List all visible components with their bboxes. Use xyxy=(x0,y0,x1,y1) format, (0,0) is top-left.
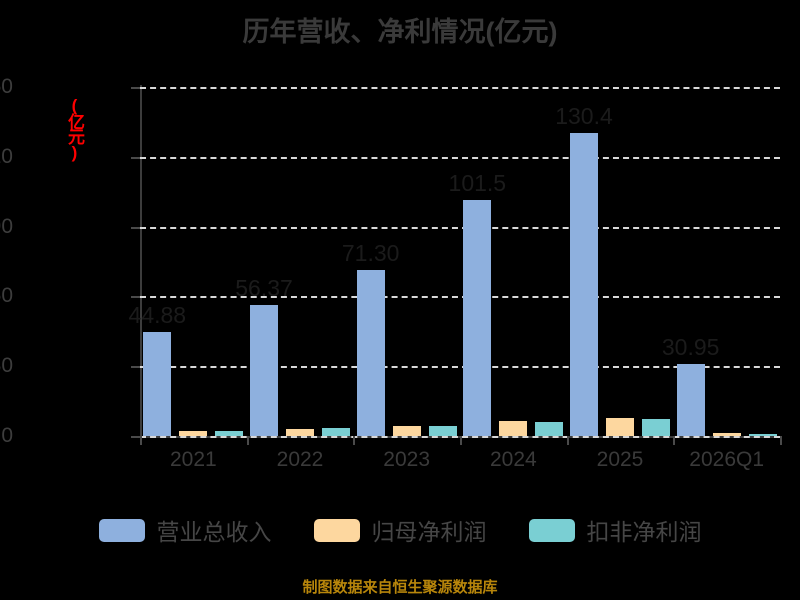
y-axis-tick-mark xyxy=(131,87,140,89)
footer-source-note: 制图数据来自恒生聚源数据库 xyxy=(302,579,498,596)
bar-2025-0[interactable] xyxy=(570,132,598,436)
gridline xyxy=(140,366,780,369)
y-axis-tick-label: 0 xyxy=(1,424,13,447)
y-axis-tick-label: 30 xyxy=(0,354,13,378)
bar-2023-0[interactable] xyxy=(356,270,385,436)
bar-2026Q1-1[interactable] xyxy=(712,433,741,436)
x-axis-tick-label: 2022 xyxy=(276,448,324,471)
bar-2024-0[interactable] xyxy=(463,199,492,436)
legend-label: 归母净利润 xyxy=(371,519,487,545)
y-axis-tick-label: 150 xyxy=(0,75,13,98)
legend-label: 营业总收入 xyxy=(156,519,272,545)
chart-legend: 营业总收入 归母净利润 扣非净利润 xyxy=(0,513,800,547)
legend-swatch-icon xyxy=(313,518,360,542)
x-axis-tick-mark xyxy=(566,436,569,445)
y-axis-tick-mark xyxy=(131,226,140,229)
gridline xyxy=(140,226,780,229)
bar-2022-0[interactable] xyxy=(250,304,278,436)
legend-label: 扣非净利润 xyxy=(586,519,702,545)
bar-2021-1[interactable] xyxy=(179,430,208,436)
bar-2026Q1-0[interactable] xyxy=(676,364,705,436)
bar-value-label: 71.30 xyxy=(341,240,400,267)
bar-2025-2[interactable] xyxy=(642,418,670,436)
x-axis-tick-label: 2025 xyxy=(596,448,644,471)
y-axis-unit-label: (亿元) xyxy=(65,96,84,160)
gridline xyxy=(140,87,780,89)
legend-item-2[interactable]: 扣非净利润 xyxy=(528,513,702,547)
bar-2023-1[interactable] xyxy=(392,426,421,436)
bar-value-label: 130.4 xyxy=(555,102,613,129)
bar-2026Q1-2[interactable] xyxy=(748,433,777,436)
gridline xyxy=(140,156,780,159)
x-axis-tick-label: 2023 xyxy=(383,448,431,471)
x-axis-tick-mark xyxy=(460,436,462,445)
x-axis-tick-mark xyxy=(246,436,249,445)
bar-value-label: 30.95 xyxy=(661,333,720,360)
bar-value-label: 44.88 xyxy=(128,301,187,328)
y-axis-tick-mark xyxy=(131,296,140,299)
bar-2023-2[interactable] xyxy=(428,426,457,436)
bar-2022-1[interactable] xyxy=(286,428,314,436)
x-axis-tick-mark xyxy=(140,436,142,445)
x-axis-tick-mark xyxy=(780,436,782,445)
chart-title: 历年营收、净利情况(亿元) xyxy=(242,17,558,47)
bar-2021-0[interactable] xyxy=(143,331,172,436)
x-axis-tick-label: 2024 xyxy=(489,448,537,471)
bar-2024-1[interactable] xyxy=(499,421,528,436)
y-axis-tick-mark xyxy=(131,436,140,438)
x-axis-tick-mark xyxy=(673,436,676,445)
bar-value-label: 101.5 xyxy=(448,169,507,196)
x-axis-tick-mark xyxy=(353,436,356,445)
legend-item-0[interactable]: 营业总收入 xyxy=(98,513,272,547)
y-axis-tick-mark xyxy=(131,366,140,369)
x-axis-tick-label: 2021 xyxy=(169,448,217,471)
legend-swatch-icon xyxy=(528,518,575,542)
legend-item-1[interactable]: 归母净利润 xyxy=(313,513,487,547)
y-axis-tick-label: 90 xyxy=(0,214,13,238)
bar-2021-2[interactable] xyxy=(215,430,244,436)
gridline xyxy=(140,296,780,299)
bar-2025-1[interactable] xyxy=(606,417,634,436)
bar-2022-2[interactable] xyxy=(322,428,350,436)
plot-area: 44.88 56.37 71.30 101.5 130.4 30.95 xyxy=(129,87,780,438)
y-axis-tick-label: 60 xyxy=(0,284,13,308)
x-axis-tick-label: 2026Q1 xyxy=(689,448,765,471)
legend-swatch-icon xyxy=(98,518,145,542)
y-axis-line xyxy=(140,85,142,438)
y-axis-tick-label: 120 xyxy=(0,144,13,168)
y-axis-tick-mark xyxy=(131,156,140,159)
bar-2024-2[interactable] xyxy=(535,422,564,436)
